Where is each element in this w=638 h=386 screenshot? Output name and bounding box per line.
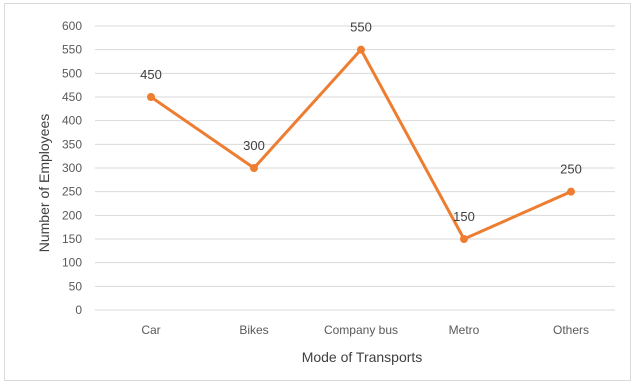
series (147, 45, 575, 243)
y-tick-label: 500 (62, 66, 82, 80)
x-tick-label: Car (141, 323, 160, 337)
x-axis-title: Mode of Transports (302, 349, 423, 365)
data-point (567, 187, 575, 196)
data-point (357, 45, 365, 54)
y-tick-label: 200 (62, 208, 82, 222)
data-labels: 450 300 550 150 250 (140, 20, 582, 224)
y-tick-label: 400 (62, 114, 82, 128)
y-tick-label: 0 (75, 303, 82, 317)
y-tick-label: 100 (62, 256, 82, 270)
y-tick-label: 600 (62, 19, 82, 33)
y-axis-ticks: 0 50 100 150 200 250 300 350 400 450 500 550 600 (62, 19, 82, 317)
gridlines (95, 25, 615, 311)
y-tick-label: 550 (62, 43, 82, 57)
x-tick-label: Company bus (324, 323, 398, 337)
y-tick-label: 450 (62, 90, 82, 104)
y-tick-label: 250 (62, 185, 82, 199)
data-label: 450 (140, 67, 162, 82)
data-label: 300 (243, 138, 265, 153)
data-point (147, 93, 155, 101)
y-tick-label: 350 (62, 137, 82, 151)
y-axis-title: Number of Employees (36, 114, 52, 253)
data-label: 550 (350, 20, 372, 35)
y-tick-label: 50 (69, 279, 83, 293)
x-axis-ticks: Car Bikes Company bus Metro Others (141, 323, 589, 337)
x-tick-label: Bikes (239, 323, 268, 337)
data-label: 150 (453, 209, 475, 224)
data-point (250, 164, 258, 172)
data-label: 250 (560, 162, 582, 177)
data-point (460, 235, 468, 243)
x-tick-label: Metro (449, 323, 480, 337)
y-tick-label: 300 (62, 161, 82, 175)
y-tick-label: 150 (62, 232, 82, 246)
x-tick-label: Others (553, 323, 589, 337)
